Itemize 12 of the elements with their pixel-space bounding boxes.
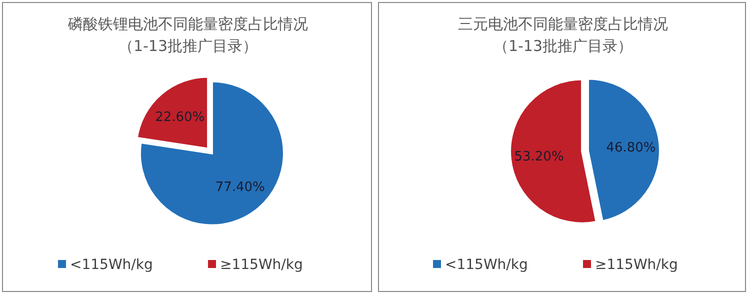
- chart-title: 磷酸铁锂电池不同能量密度占比情况: [67, 15, 308, 33]
- chart-subtitle: （1-13批推广目录）: [118, 37, 258, 55]
- legend-label: <115Wh/kg: [70, 257, 153, 273]
- legend-label: <115Wh/kg: [445, 257, 528, 273]
- legend-label: ≥115Wh/kg: [220, 257, 303, 273]
- chart-title: 三元电池不同能量密度占比情况: [458, 15, 668, 33]
- data-label: 46.80%: [606, 140, 656, 156]
- legend-label: ≥115Wh/kg: [595, 257, 678, 273]
- chart-subtitle: （1-13批推广目录）: [493, 37, 633, 55]
- data-label: 22.60%: [155, 110, 205, 125]
- data-label: 77.40%: [215, 180, 265, 196]
- data-label: 53.20%: [514, 150, 564, 165]
